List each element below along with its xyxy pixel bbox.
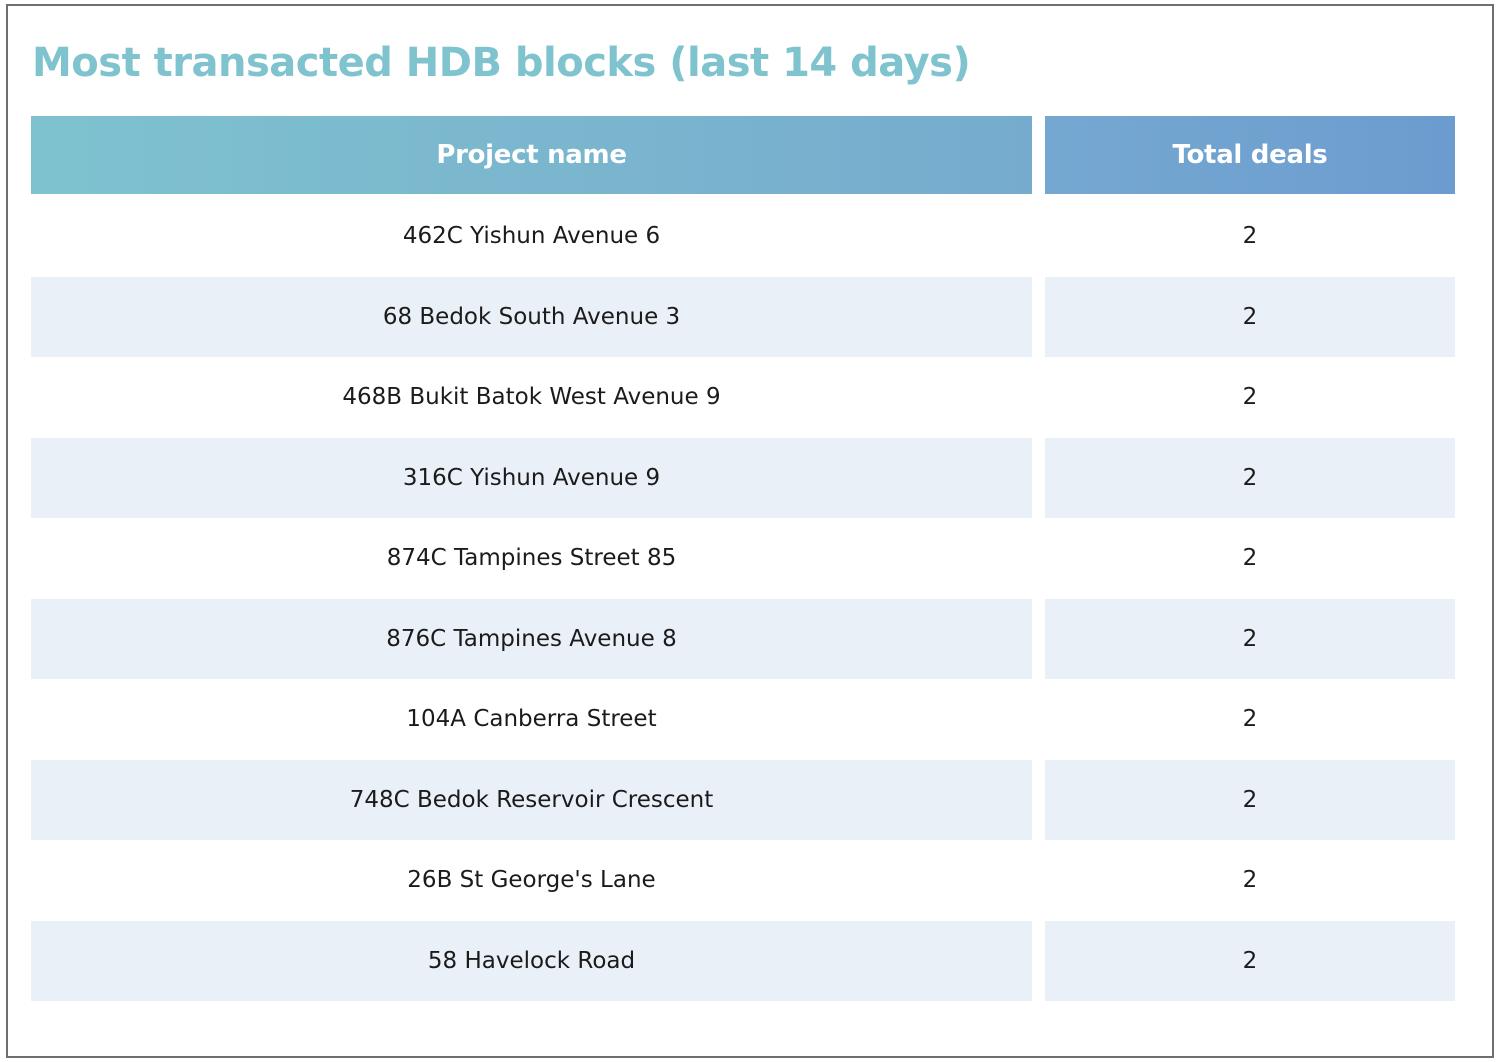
table-row: 468B Bukit Batok West Avenue 9 2 xyxy=(31,357,1455,438)
total-deals-cell: 2 xyxy=(1242,223,1258,250)
project-name-cell: 68 Bedok South Avenue 3 xyxy=(31,276,1032,357)
total-deals-cell: 2 xyxy=(1045,598,1455,679)
table-row: 874C Tampines Street 85 2 xyxy=(31,518,1455,599)
project-name-cell: 462C Yishun Avenue 6 xyxy=(402,223,661,250)
project-name-cell: 748C Bedok Reservoir Crescent xyxy=(31,759,1032,840)
total-deals-cell: 2 xyxy=(1045,920,1455,1001)
table-card: Most transacted HDB blocks (last 14 days… xyxy=(6,4,1494,1058)
project-name-cell: 104A Canberra Street xyxy=(406,706,657,733)
project-name-cell: 876C Tampines Avenue 8 xyxy=(31,598,1032,679)
project-name-cell: 58 Havelock Road xyxy=(31,920,1032,1001)
total-deals-cell: 2 xyxy=(1242,706,1258,733)
table-row: 68 Bedok South Avenue 3 2 xyxy=(31,276,1455,357)
data-table: Project name Total deals 462C Yishun Ave… xyxy=(31,116,1455,1001)
total-deals-cell: 2 xyxy=(1242,867,1258,894)
table-row: 26B St George's Lane 2 xyxy=(31,840,1455,921)
project-name-cell: 316C Yishun Avenue 9 xyxy=(31,437,1032,518)
table-row: 104A Canberra Street 2 xyxy=(31,679,1455,760)
project-name-cell: 26B St George's Lane xyxy=(407,867,656,894)
column-header-total-deals: Total deals xyxy=(1045,116,1455,194)
column-header-project-name: Project name xyxy=(31,116,1032,194)
table-header-row: Project name Total deals xyxy=(31,116,1455,194)
project-name-cell: 874C Tampines Street 85 xyxy=(386,545,677,572)
project-name-cell: 468B Bukit Batok West Avenue 9 xyxy=(342,384,721,411)
total-deals-cell: 2 xyxy=(1242,545,1258,572)
total-deals-cell: 2 xyxy=(1045,276,1455,357)
total-deals-cell: 2 xyxy=(1242,384,1258,411)
total-deals-cell: 2 xyxy=(1045,759,1455,840)
page-title: Most transacted HDB blocks (last 14 days… xyxy=(32,40,971,86)
total-deals-cell: 2 xyxy=(1045,437,1455,518)
table-row: 316C Yishun Avenue 9 2 xyxy=(31,437,1455,518)
table-row: 58 Havelock Road 2 xyxy=(31,920,1455,1001)
table-row: 748C Bedok Reservoir Crescent 2 xyxy=(31,759,1455,840)
table-row: 462C Yishun Avenue 6 2 xyxy=(31,196,1455,277)
table-row: 876C Tampines Avenue 8 2 xyxy=(31,598,1455,679)
